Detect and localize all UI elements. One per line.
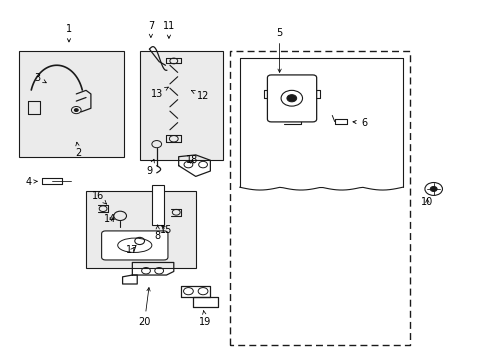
Bar: [19, 51, 124, 157]
Text: 12: 12: [191, 90, 209, 101]
Text: 3: 3: [34, 73, 46, 83]
Text: 7: 7: [147, 21, 154, 37]
FancyBboxPatch shape: [267, 75, 316, 122]
Text: 4: 4: [26, 177, 38, 187]
Text: 15: 15: [160, 225, 172, 235]
Text: 16: 16: [92, 191, 106, 204]
Text: 19: 19: [199, 311, 211, 327]
Text: 1: 1: [66, 24, 72, 42]
Text: 6: 6: [352, 118, 366, 128]
Text: 8: 8: [154, 225, 161, 240]
Text: 18: 18: [186, 155, 198, 165]
Text: 2: 2: [76, 142, 81, 158]
Text: 17: 17: [126, 245, 138, 255]
Text: 5: 5: [276, 28, 282, 72]
Bar: [140, 51, 222, 160]
FancyBboxPatch shape: [102, 231, 167, 260]
Text: 11: 11: [163, 21, 175, 38]
Text: 20: 20: [138, 288, 150, 327]
Circle shape: [286, 95, 296, 102]
Circle shape: [429, 186, 436, 192]
Text: 10: 10: [420, 197, 432, 207]
Text: 14: 14: [104, 215, 116, 224]
Bar: [152, 185, 163, 225]
Circle shape: [74, 109, 78, 112]
Text: 13: 13: [150, 87, 168, 99]
Text: 9: 9: [146, 159, 154, 176]
Bar: [86, 191, 195, 268]
